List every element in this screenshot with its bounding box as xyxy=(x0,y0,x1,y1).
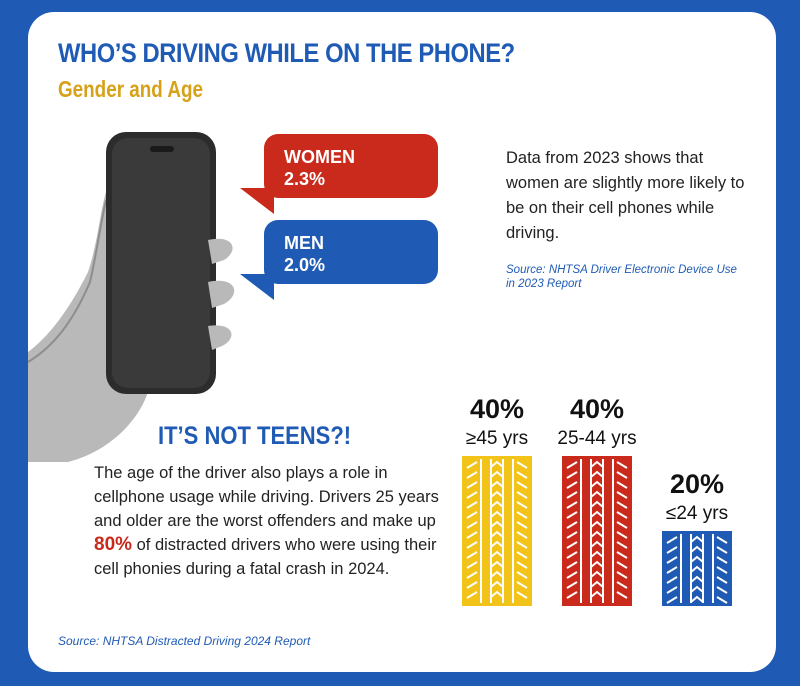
gender-description: Data from 2023 shows that women are slig… xyxy=(506,149,745,242)
infographic-card: WHO’S DRIVING WHILE ON THE PHONE? Gender… xyxy=(28,12,776,672)
women-label: WOMEN xyxy=(284,147,355,167)
bar-value-label-45-yrs: 40% xyxy=(470,394,524,424)
age-heading: IT’S NOT TEENS?! xyxy=(158,422,352,450)
age-tire-bar-chart: 40% ≥45 yrs 40% 25-44 yrs 20% ≤24 yrs xyxy=(462,394,732,606)
gender-source: Source: NHTSA Driver Electronic Device U… xyxy=(506,264,737,290)
men-value: 2.0% xyxy=(284,255,326,275)
bar-category-label-25-44-yrs: 25-44 yrs xyxy=(557,428,636,449)
women-bubble: WOMEN 2.3% xyxy=(264,134,438,198)
bar-value-label-25-44-yrs: 40% xyxy=(570,394,624,424)
tire-bar-25-44-yrs xyxy=(562,456,632,606)
tire-bar-24-yrs xyxy=(662,531,732,606)
tire-bar-45-yrs xyxy=(462,456,532,606)
age-desc-before: The age of the driver also plays a role … xyxy=(94,464,439,530)
men-label: MEN xyxy=(284,233,324,253)
bar-value-label-24-yrs: 20% xyxy=(670,469,724,499)
age-desc-after: of distracted drivers who were using the… xyxy=(94,536,437,578)
age-source: Source: NHTSA Distracted Driving 2024 Re… xyxy=(58,634,311,648)
age-description: The age of the driver also plays a role … xyxy=(94,461,454,581)
page-subtitle: Gender and Age xyxy=(58,76,203,102)
men-bubble: MEN 2.0% xyxy=(264,220,438,284)
page-title: WHO’S DRIVING WHILE ON THE PHONE? xyxy=(58,38,515,68)
women-value: 2.3% xyxy=(284,169,326,189)
age-desc-highlight: 80% xyxy=(94,534,133,555)
hand-holding-phone-image xyxy=(28,132,235,462)
bar-category-label-24-yrs: ≤24 yrs xyxy=(666,503,728,524)
bar-category-label-45-yrs: ≥45 yrs xyxy=(466,428,528,449)
